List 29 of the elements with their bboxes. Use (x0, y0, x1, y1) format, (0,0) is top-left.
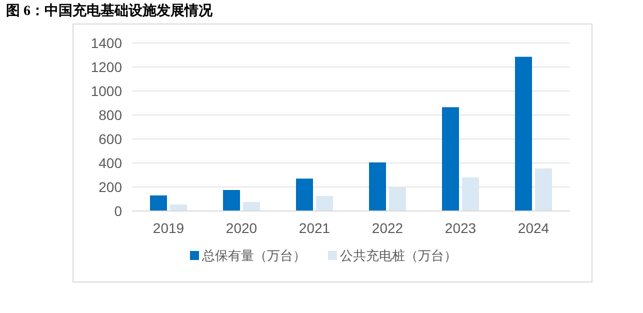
x-tick-label: 2019 (152, 220, 184, 236)
x-tick-label: 2020 (226, 220, 258, 236)
y-tick-label: 1000 (90, 83, 122, 99)
y-tick-label: 400 (98, 155, 122, 171)
bar (170, 204, 187, 211)
bar (369, 162, 386, 211)
bar (515, 56, 532, 211)
bar (243, 202, 260, 211)
y-tick-label: 1200 (90, 59, 122, 75)
legend-label: 总保有量（万台） (201, 248, 306, 263)
bar (296, 178, 313, 211)
bar (316, 196, 333, 211)
y-tick-label: 0 (114, 203, 122, 219)
bar (150, 195, 167, 211)
legend-label: 公共充电桩（万台） (340, 248, 457, 263)
bar (442, 107, 459, 211)
y-tick-label: 800 (98, 107, 122, 123)
x-tick-label: 2024 (518, 220, 550, 236)
x-tick-label: 2021 (298, 220, 330, 236)
bar (223, 190, 240, 211)
bar (535, 168, 552, 211)
x-tick-label: 2022 (372, 220, 404, 236)
bar (389, 188, 406, 211)
x-tick-label: 2023 (444, 220, 476, 236)
y-tick-label: 600 (98, 131, 122, 147)
chart-title: 图 6：中国充电基础设施发展情况 (6, 2, 214, 19)
bar (462, 177, 479, 211)
y-tick-label: 200 (98, 179, 122, 195)
y-tick-label: 1400 (90, 35, 122, 51)
